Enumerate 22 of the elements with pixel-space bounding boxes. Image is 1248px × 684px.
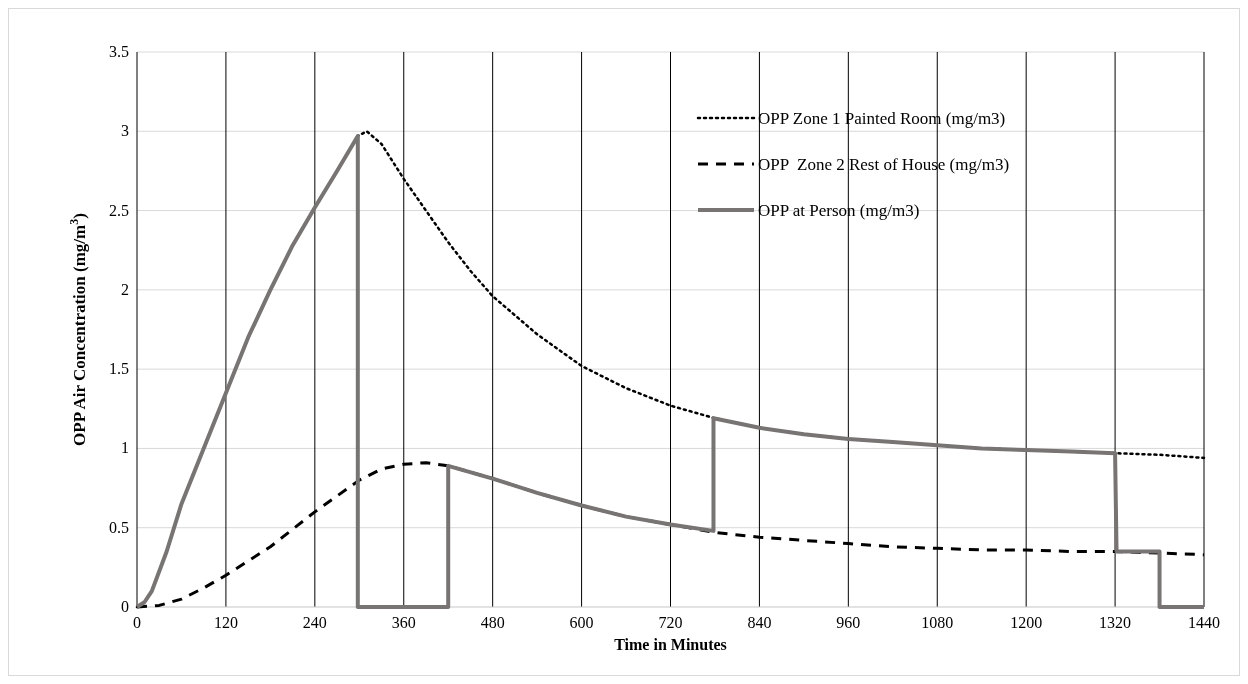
y-tick-label: 1.5 <box>109 360 129 378</box>
x-tick-label: 0 <box>133 614 141 631</box>
x-axis-title: Time in Minutes <box>614 636 727 653</box>
x-tick-label: 1320 <box>1099 614 1132 631</box>
y-tick-label: 0 <box>121 598 129 615</box>
x-tick-label: 1080 <box>921 614 954 631</box>
y-tick-label: 3.5 <box>109 43 129 60</box>
x-tick-label: 960 <box>836 614 861 631</box>
y-tick-label: 2 <box>121 280 129 298</box>
y-tick-label: 1 <box>121 439 129 457</box>
x-tick-label: 480 <box>480 614 505 631</box>
x-tick-label: 120 <box>213 614 238 631</box>
x-tick-label: 600 <box>569 614 594 631</box>
y-tick-label: 3 <box>121 122 129 140</box>
y-tick-label: 2.5 <box>109 201 129 219</box>
y-tick-label: 0.5 <box>109 518 129 536</box>
x-tick-label: 1200 <box>1010 614 1043 631</box>
x-tick-label: 1440 <box>1188 614 1220 631</box>
x-tick-label: 360 <box>391 614 416 631</box>
x-tick-label: 840 <box>747 614 772 631</box>
x-tick-label: 240 <box>302 614 327 631</box>
x-tick-label: 720 <box>658 614 683 631</box>
